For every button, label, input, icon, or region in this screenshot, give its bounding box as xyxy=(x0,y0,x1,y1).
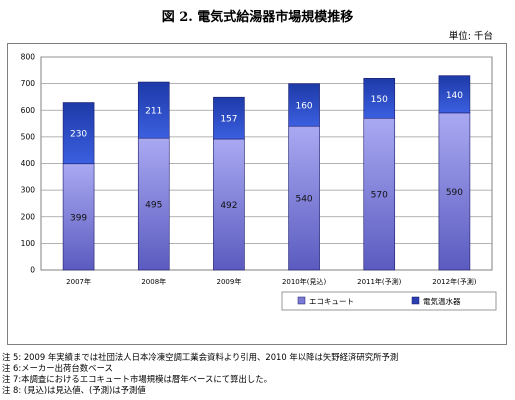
y-tick-label: 400 xyxy=(21,159,36,168)
y-tick-label: 100 xyxy=(21,239,36,248)
y-tick-label: 500 xyxy=(21,132,36,141)
y-tick-label: 300 xyxy=(21,186,36,195)
y-tick-label: 800 xyxy=(21,53,36,62)
data-label: 570 xyxy=(371,191,388,201)
data-label: 399 xyxy=(70,213,87,223)
data-label: 540 xyxy=(295,195,312,205)
bar-ecocute xyxy=(288,125,320,271)
y-tick-label: 600 xyxy=(21,106,36,115)
legend-label: エコキュート xyxy=(309,297,354,306)
data-label: 160 xyxy=(295,101,312,111)
legend-label: 電気温水器 xyxy=(423,296,461,306)
footnote: 注 7:本調査におけるエコキュート市場規模は暦年ベースにて算出した。 xyxy=(2,374,273,384)
bar-water-heater xyxy=(363,78,396,119)
bar-ecocute xyxy=(213,138,245,271)
bar-water-heater xyxy=(438,75,471,114)
y-tick-label: 0 xyxy=(30,266,35,275)
bar-ecocute xyxy=(137,137,170,271)
unit-label: 単位: 千台 xyxy=(448,31,493,42)
footnote: 注 5: 2009 年実績までは社団法人日本冷凍空調工業会資料より引用、2010… xyxy=(2,352,399,362)
chart-frame xyxy=(7,43,507,345)
footnotes: 注 5: 2009 年実績までは社団法人日本冷凍空調工業会資料より引用、2010… xyxy=(2,352,398,396)
data-label: 140 xyxy=(446,91,463,101)
footnote: 注 8: (見込)は見込値、(予測)は予測値 xyxy=(2,385,146,395)
x-tick-label: 2012年(予測) xyxy=(432,277,477,286)
data-label: 492 xyxy=(220,201,237,211)
footnote: 注 6:メーカー出荷台数ベース xyxy=(2,363,113,373)
x-tick-label: 2010年(見込) xyxy=(282,277,327,286)
bar-water-heater xyxy=(137,81,170,139)
x-tick-label: 2008年 xyxy=(141,277,166,286)
legend-box xyxy=(281,291,497,311)
legend-swatch xyxy=(411,296,420,305)
legend-swatch xyxy=(297,296,306,305)
bar-water-heater xyxy=(62,102,95,165)
data-label: 157 xyxy=(220,115,237,125)
data-label: 150 xyxy=(371,95,388,105)
y-tick-label: 700 xyxy=(21,79,36,88)
x-tick-label: 2007年 xyxy=(66,277,91,286)
y-tick-label: 200 xyxy=(21,212,36,221)
bar-water-heater xyxy=(213,96,245,140)
bar-ecocute xyxy=(438,112,471,271)
data-label: 230 xyxy=(70,130,87,140)
x-tick-label: 2009年 xyxy=(217,277,242,286)
bar-ecocute xyxy=(363,117,396,271)
bar-water-heater xyxy=(288,83,320,127)
data-label: 590 xyxy=(446,188,463,198)
chart-title: 図 2. 電気式給湯器市場規模推移 xyxy=(161,10,354,25)
data-label: 211 xyxy=(145,107,162,117)
x-tick-label: 2011年(予測) xyxy=(357,277,402,286)
data-label: 495 xyxy=(145,201,162,211)
bar-ecocute xyxy=(62,163,95,271)
